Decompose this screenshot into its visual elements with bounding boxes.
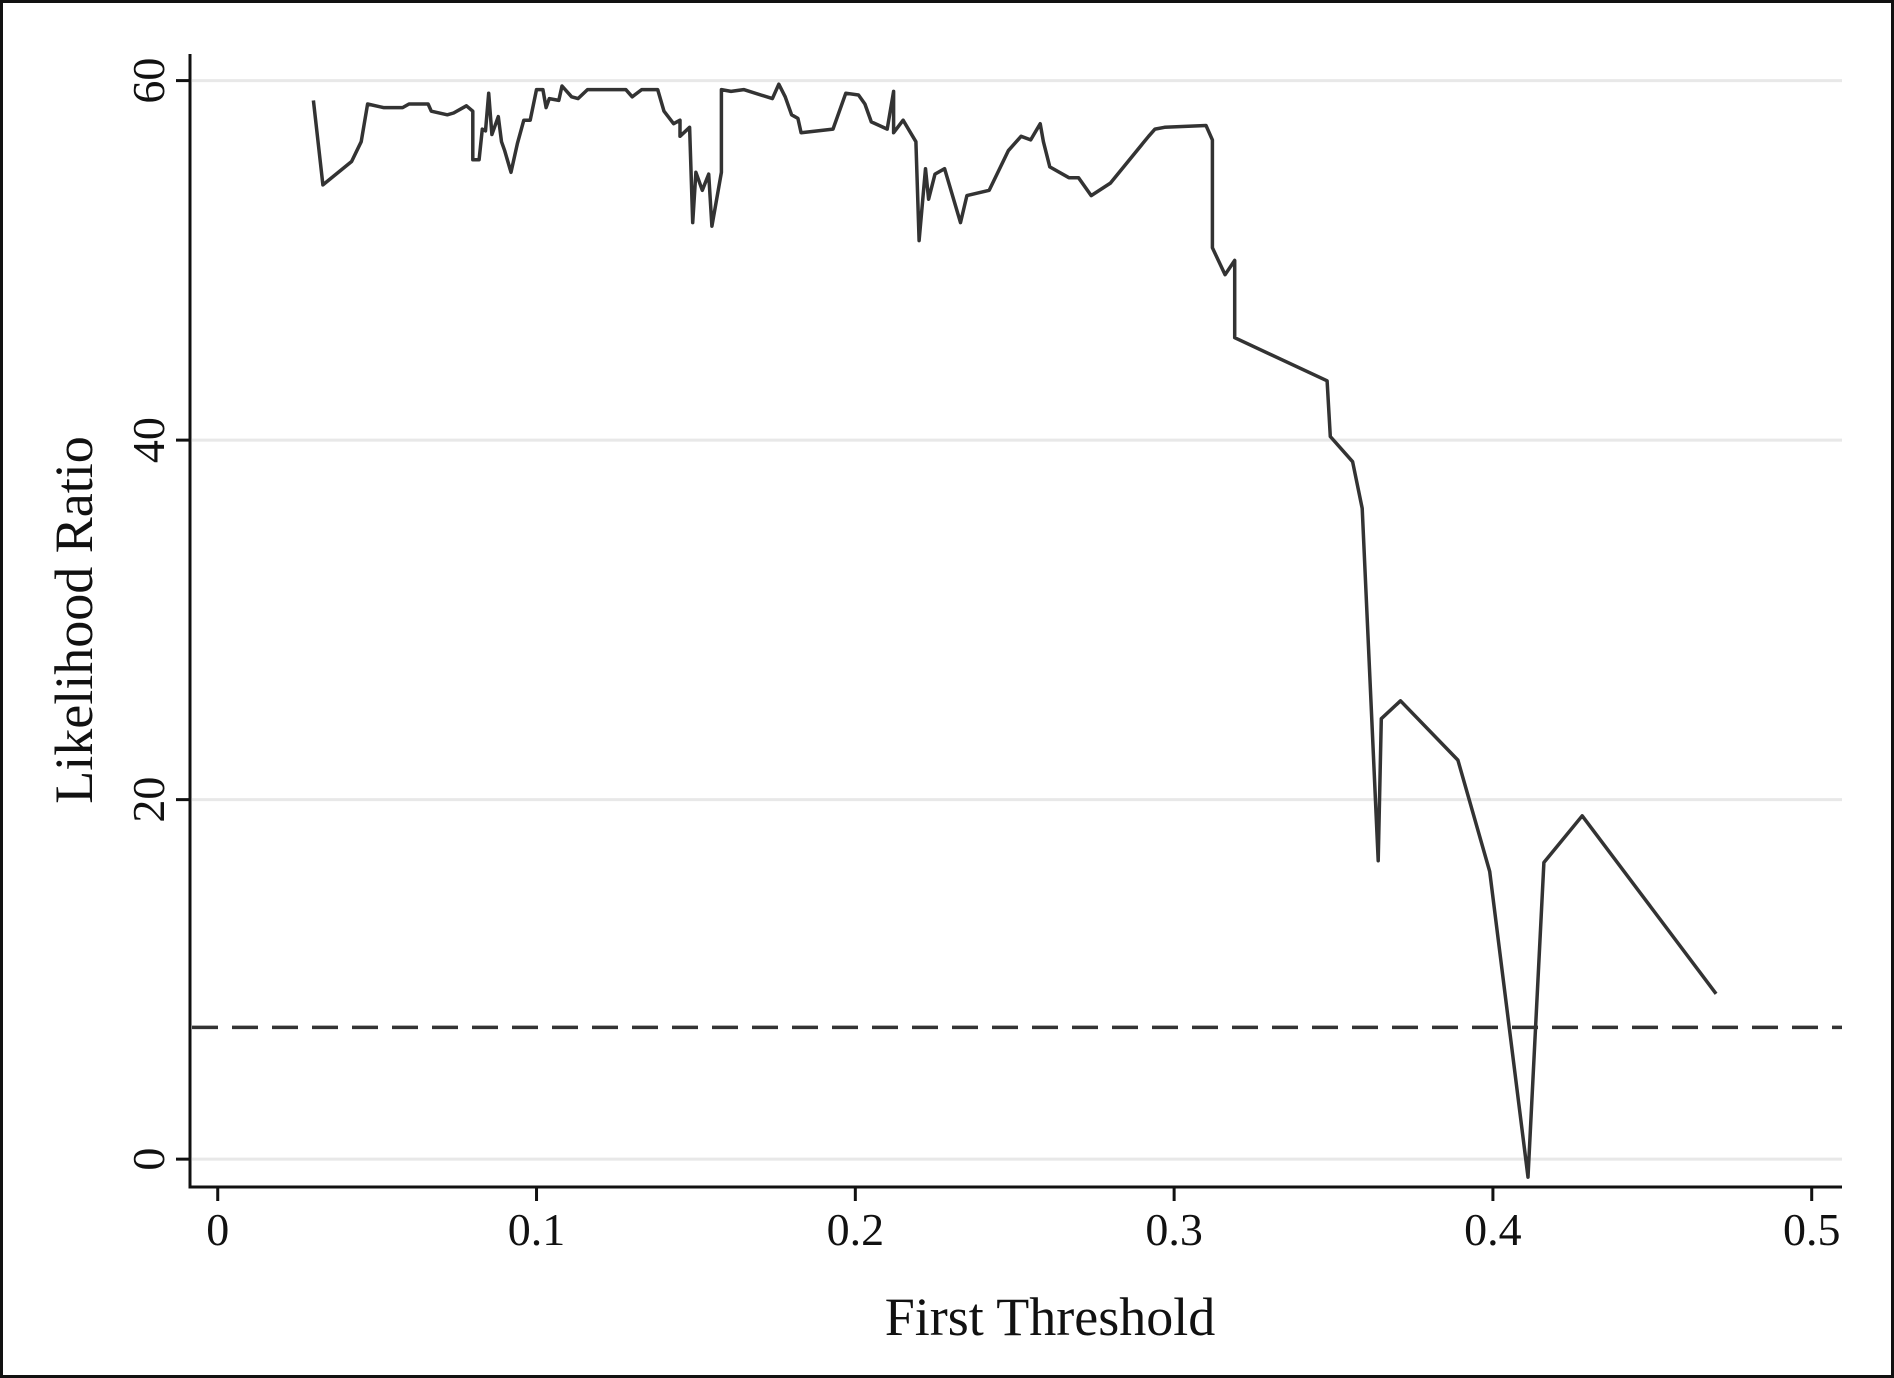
y-tick-label: 40 <box>123 417 174 463</box>
x-tick-label: 0.4 <box>1464 1204 1522 1255</box>
x-tick-label: 0.2 <box>827 1204 885 1255</box>
x-tick-label: 0.3 <box>1145 1204 1203 1255</box>
x-tick-label: 0.1 <box>508 1204 566 1255</box>
y-axis-label: Likelihood Ratio <box>44 436 104 803</box>
x-tick-label: 0.5 <box>1783 1204 1841 1255</box>
y-tick-label: 0 <box>123 1148 174 1171</box>
y-tick-label: 20 <box>123 777 174 823</box>
y-tick-label: 60 <box>123 58 174 104</box>
x-axis-label: First Threshold <box>885 1287 1216 1347</box>
data-line <box>311 82 1718 1179</box>
x-tick-label: 0 <box>206 1204 229 1255</box>
